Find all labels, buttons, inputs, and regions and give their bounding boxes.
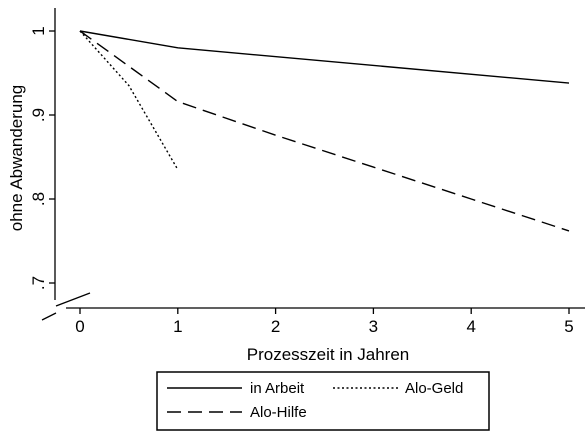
x-tick-label: 4 xyxy=(466,317,475,336)
x-axis: 0 1 2 3 4 5 xyxy=(66,307,585,336)
y-tick-label: .9 xyxy=(29,108,48,122)
series-lines xyxy=(79,30,570,232)
y-axis: .7 .8 .9 1 xyxy=(29,8,91,321)
y-tick-label: .8 xyxy=(29,192,48,206)
axis-break-mark xyxy=(55,292,91,307)
legend: in Arbeit Alo-Geld Alo-Hilfe xyxy=(156,371,490,431)
x-axis-title: Prozesszeit in Jahren xyxy=(247,345,410,364)
x-tick-label: 3 xyxy=(369,317,378,336)
series-line-alo-hilfe xyxy=(79,30,570,232)
legend-box xyxy=(156,371,490,431)
x-tick-label: 0 xyxy=(75,317,84,336)
x-tick-label: 2 xyxy=(271,317,280,336)
axis-break-mark xyxy=(41,312,57,321)
x-tick-label: 5 xyxy=(564,317,573,336)
series-line-in-arbeit xyxy=(79,30,570,84)
legend-label-alo-hilfe: Alo-Hilfe xyxy=(250,404,307,421)
y-axis-title: ohne Abwanderung xyxy=(7,85,26,232)
series-line-alo-geld xyxy=(79,30,179,170)
y-tick-label: 1 xyxy=(29,26,48,35)
legend-label-alo-geld: Alo-Geld xyxy=(405,380,463,397)
y-tick-label: .7 xyxy=(29,276,48,290)
x-tick-label: 1 xyxy=(173,317,182,336)
legend-label-in-arbeit: in Arbeit xyxy=(250,380,305,397)
